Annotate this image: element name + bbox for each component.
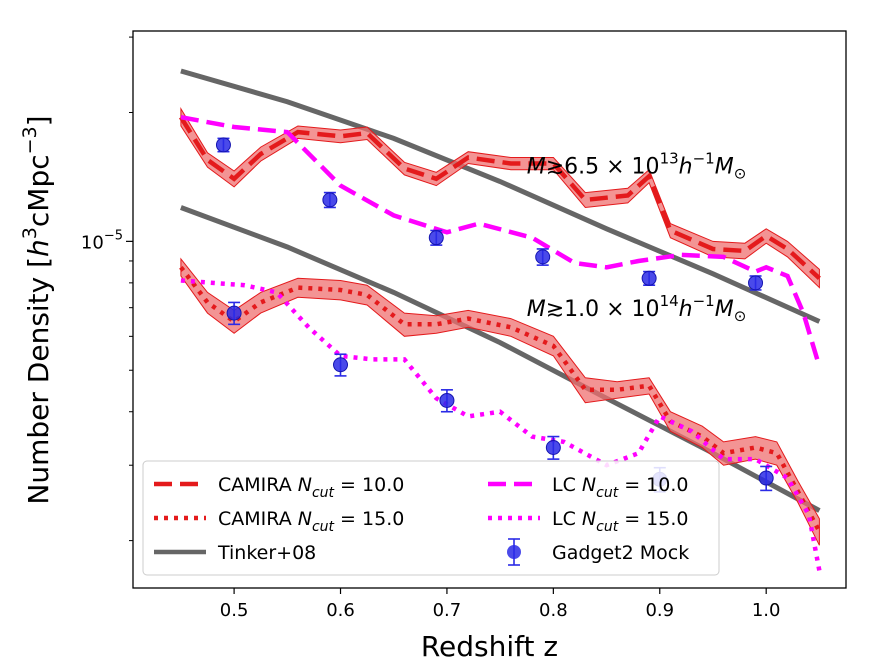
lc-line-ncut10	[180, 114, 822, 368]
x-tick-label: 0.5	[220, 600, 249, 621]
legend-label: Gadget2 Mock	[552, 542, 689, 564]
gadget-mock-point	[439, 392, 455, 408]
legend-box	[142, 460, 720, 576]
gadget-mock-point	[545, 439, 561, 455]
annotations-group: M≳6.5 × 1013h−1M⊙ M≳1.0 × 1014h−1M⊙	[527, 150, 747, 325]
gadget-mock-point	[215, 137, 231, 153]
x-tick-label: 0.8	[539, 600, 568, 621]
camira-line-ncut10	[178, 116, 821, 280]
gadget-mock-point	[226, 305, 242, 321]
gadget-mock-point	[333, 357, 349, 373]
legend-handle-point	[507, 545, 521, 559]
y-axis-title: Number Density [h3cMpc−3]	[19, 115, 55, 504]
x-tick-label: 0.6	[326, 600, 355, 621]
x-tick-label: 0.9	[645, 600, 674, 621]
legend-label: CAMIRA Ncut = 10.0	[218, 474, 404, 501]
gadget-mock-point	[758, 470, 774, 486]
series-lines-group	[178, 114, 822, 572]
gadget-mock-point	[641, 270, 657, 286]
legend-label: Tinker+08	[217, 542, 316, 564]
legend-label: LC Ncut = 10.0	[552, 474, 689, 501]
lc-line-ncut15	[180, 278, 822, 572]
axes-group: 0.5 0.6 0.7 0.8 0.9 1.0 10−5	[81, 36, 781, 621]
gadget-mock-point	[535, 249, 551, 265]
gadget-mock-point	[748, 275, 764, 291]
gadget-mock-point	[322, 192, 338, 208]
plot-frame	[132, 30, 847, 589]
legend-label: CAMIRA Ncut = 15.0	[218, 508, 404, 535]
x-tick-label: 0.7	[433, 600, 462, 621]
x-axis-title: Redshift z	[421, 630, 558, 663]
camira-uncertainty-band-ncut10	[180, 107, 820, 289]
mass-threshold-annotation-1: M≳6.5 × 1013h−1M⊙	[527, 150, 747, 183]
camira-uncertainty-band-ncut15	[180, 257, 820, 546]
x-tick-label: 1.0	[752, 600, 781, 621]
tinker-line-high-mass	[180, 68, 821, 324]
y-tick-label: 10−5	[81, 228, 123, 253]
mass-threshold-annotation-2: M≳1.0 × 1014h−1M⊙	[527, 292, 747, 325]
camira-bands-group	[180, 107, 820, 546]
gadget-mock-point	[428, 230, 444, 246]
legend: CAMIRA Ncut = 10.0 LC Ncut = 10.0 CAMIRA N…	[142, 460, 720, 576]
legend-label: LC Ncut = 15.0	[552, 508, 689, 535]
